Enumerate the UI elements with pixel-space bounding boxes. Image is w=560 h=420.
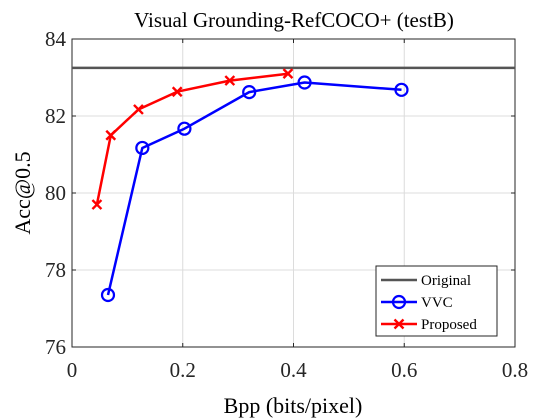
series-line-proposed <box>95 72 289 205</box>
series-line-vvc <box>106 81 402 296</box>
x-tick-label: 0.4 <box>280 358 307 382</box>
y-tick-label: 84 <box>45 27 67 51</box>
x-axis-label: Bpp (bits/pixel) <box>224 393 363 418</box>
data-point-circle <box>100 287 116 303</box>
data-point-circle <box>297 75 312 90</box>
data-point-x <box>282 68 294 79</box>
data-point-circle <box>135 140 150 156</box>
data-point-x <box>393 318 405 330</box>
y-tick-label: 80 <box>45 181 66 205</box>
y-axis-label: Acc@0.5 <box>10 151 35 234</box>
data-point-circle <box>391 294 407 310</box>
data-point-circle <box>394 82 409 97</box>
x-tick-label: 0.8 <box>502 358 528 382</box>
data-point-x <box>133 104 144 115</box>
x-tick-label: 0 <box>67 358 78 382</box>
legend-label: Proposed <box>421 317 477 333</box>
data-point-x <box>171 86 183 98</box>
legend-label: Original <box>421 273 471 289</box>
y-tick-label: 82 <box>45 104 66 128</box>
data-point-circle <box>177 121 192 136</box>
data-point-circle <box>242 85 257 100</box>
y-tick-label: 78 <box>45 258 66 282</box>
legend: Original VVC Proposed <box>375 265 498 337</box>
series-group <box>72 66 515 303</box>
data-point-x <box>105 129 117 141</box>
x-tick-label: 0.6 <box>391 358 417 382</box>
chart-title: Visual Grounding-RefCOCO+ (testB) <box>134 8 454 32</box>
axis-ticks: 0 0.2 0.4 0.6 0.8 76 78 80 82 84 <box>45 27 528 382</box>
data-point-x <box>224 75 236 86</box>
x-tick-label: 0.2 <box>170 358 196 382</box>
data-point-x <box>91 199 103 210</box>
legend-label: VVC <box>421 295 453 311</box>
y-tick-label: 76 <box>45 335 66 359</box>
